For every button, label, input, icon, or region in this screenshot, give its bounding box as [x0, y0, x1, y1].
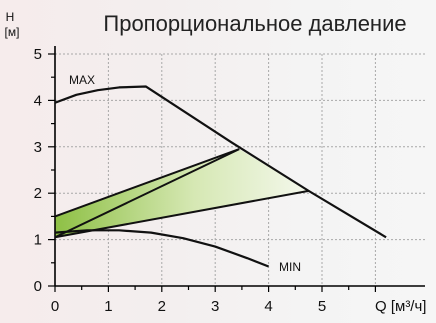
y-tick-label: 3: [34, 139, 42, 156]
y-tick-label: 4: [34, 92, 42, 109]
y-tick-label: 1: [34, 232, 42, 249]
y-tick-label: 0: [34, 278, 42, 295]
base-proportional-line: [54, 189, 309, 239]
x-tick-label: 3: [211, 298, 219, 315]
y-tick-label: 2: [34, 185, 42, 202]
x-tick-label: 0: [51, 298, 59, 315]
min-annotation: MIN: [279, 260, 301, 274]
x-axis-label: Q [м³/ч]: [375, 298, 426, 315]
chart-title: Пропорциональное давление: [103, 11, 406, 36]
x-tick-label: 1: [104, 298, 112, 315]
y-axis-label: H: [6, 10, 15, 24]
y-axis-unit: [м]: [5, 25, 20, 39]
labels: 0 1 2 3 4 5 0 1 2 3 4 5 Q [м³/ч] H[м] Пропорциональное…: [5, 10, 427, 315]
lower-proportional-line: [54, 148, 240, 239]
y-tick-label: 5: [34, 46, 42, 63]
upper-proportional-line: [54, 148, 240, 218]
max-annotation: MAX: [69, 73, 95, 87]
max-curve: [54, 85, 387, 239]
shaded-area-layer: [55, 149, 309, 238]
axes: [48, 46, 425, 292]
x-tick-label: 4: [264, 298, 272, 315]
x-tick-label: 2: [158, 298, 166, 315]
x-tick-label: 5: [318, 298, 326, 315]
series-layer: [54, 85, 387, 268]
proportional-pressure-area: [55, 149, 309, 238]
